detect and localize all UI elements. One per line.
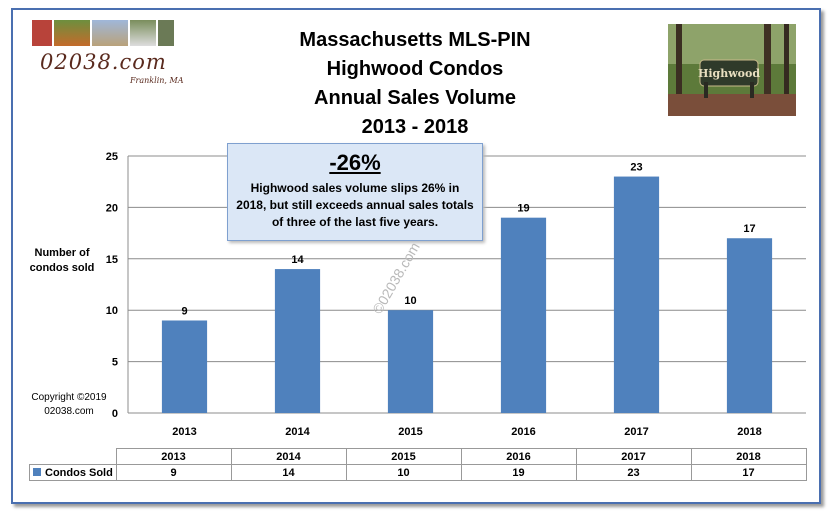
title-line-3: Annual Sales Volume	[314, 87, 516, 109]
bar	[613, 176, 660, 413]
logo-photo-1	[32, 20, 52, 46]
logo-photo-4	[130, 20, 156, 46]
x-tick-label: 2015	[398, 426, 422, 438]
logo-photo-5	[158, 20, 174, 46]
callout-text: Highwood sales volume slips 26% in 2018,…	[236, 181, 474, 229]
data-table-year: 2017	[575, 448, 692, 465]
data-table-value: 23	[575, 464, 692, 481]
y-axis-label-line-1: Number of	[34, 247, 90, 259]
data-table: 2013 2014 2015 2016 2017 2018 Condos Sol…	[29, 448, 807, 481]
x-tick-label: 2017	[624, 426, 648, 438]
data-label: 10	[404, 295, 416, 307]
x-tick-label: 2018	[737, 426, 761, 438]
data-table-year: 2016	[460, 448, 577, 465]
y-tick-label: 25	[106, 151, 118, 163]
data-table-corner	[30, 449, 117, 465]
copyright-line-1: Copyright ©2019	[31, 392, 107, 403]
bar	[500, 217, 547, 413]
site-logo[interactable]: 02038.com Franklin, MA	[30, 16, 190, 90]
y-axis-label-line-2: condos sold	[29, 262, 95, 274]
data-label: 17	[743, 223, 755, 235]
title-line-2: Highwood Condos	[326, 58, 504, 80]
legend-key-icon	[33, 467, 41, 476]
data-label: 23	[630, 162, 642, 174]
data-table-year: 2015	[345, 448, 462, 465]
series-name: Condos Sold	[45, 466, 113, 479]
data-label: 14	[291, 254, 304, 266]
x-tick-label: 2014	[285, 426, 310, 438]
data-table-year: 2014	[230, 448, 347, 465]
y-tick-label: 5	[112, 357, 118, 369]
x-tick-label: 2013	[172, 426, 196, 438]
copyright-notice: Copyright ©2019 02038.com	[24, 391, 114, 419]
data-table-value: 14	[230, 464, 347, 481]
highwood-sign-photo: Highwood	[668, 24, 796, 116]
data-table-value: 10	[345, 464, 462, 481]
data-label: 19	[517, 203, 529, 215]
callout-box: -26% Highwood sales volume slips 26% in …	[227, 143, 483, 241]
data-label: 9	[181, 305, 187, 317]
y-tick-label: 0	[112, 408, 118, 420]
callout-percent: -26%	[329, 150, 381, 175]
bar	[726, 238, 773, 413]
logo-text: 02038.com	[40, 50, 167, 74]
data-table-value: 9	[115, 464, 232, 481]
title-line-4: 2013 - 2018	[361, 116, 469, 138]
data-table-header-row: 2013 2014 2015 2016 2017 2018	[30, 448, 807, 465]
bar	[161, 320, 208, 413]
y-tick-label: 15	[106, 254, 118, 266]
sign-text: Highwood	[698, 67, 760, 80]
logo-photo-2	[54, 20, 90, 46]
data-table-year: 2018	[690, 448, 807, 465]
data-table-year: 2013	[115, 448, 232, 465]
logo-photo-3	[92, 20, 128, 46]
bar	[387, 310, 434, 413]
chart-title: Massachusetts MLS-PIN Highwood Condos An…	[250, 26, 580, 142]
data-table-value: 19	[460, 464, 577, 481]
y-tick-label: 20	[106, 202, 118, 214]
data-table-value: 17	[690, 464, 807, 481]
x-tick-label: 2016	[511, 426, 535, 438]
copyright-line-2: 02038.com	[44, 406, 94, 417]
title-line-1: Massachusetts MLS-PIN	[299, 29, 531, 51]
bar	[274, 269, 321, 413]
y-axis-label: Number of condos sold	[22, 246, 102, 276]
data-table-series-label: Condos Sold	[29, 464, 117, 481]
y-tick-label: 10	[106, 305, 118, 317]
data-table-value-row: Condos Sold 9 14 10 19 23 17	[29, 464, 807, 481]
logo-subtext: Franklin, MA	[130, 76, 184, 85]
photo-illustration: Highwood	[668, 24, 796, 116]
